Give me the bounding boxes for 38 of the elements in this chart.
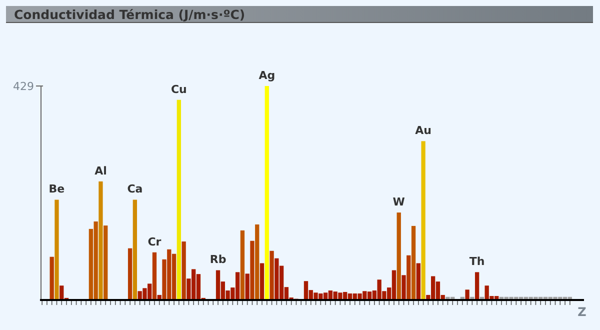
x-tick-label: Be (48, 182, 65, 196)
text: 429 (13, 80, 34, 93)
x-tick-label: Th (469, 255, 485, 268)
bar (245, 274, 250, 299)
bar (54, 200, 59, 299)
bar (104, 226, 108, 299)
x-tick-label: Al (94, 164, 107, 178)
bar (270, 250, 274, 299)
bar (474, 272, 480, 299)
bar (176, 100, 182, 299)
bar (421, 141, 426, 299)
bar (402, 275, 406, 299)
bar (396, 212, 401, 299)
x-tick-label: Ag (258, 69, 276, 82)
x-tick-label: Cu (170, 82, 187, 96)
bar (260, 263, 264, 299)
bar (406, 255, 411, 299)
bar (157, 294, 162, 299)
bar (240, 230, 245, 299)
x-tick-label: Au (415, 124, 432, 138)
bar (255, 224, 260, 299)
bar (182, 241, 186, 299)
bar (132, 200, 138, 299)
x-axis-title: Z (578, 305, 587, 319)
x-tick-label: Rb (210, 253, 226, 266)
x-tick-label: Cr (148, 235, 162, 248)
bar (465, 290, 470, 299)
bar (264, 86, 269, 299)
bar (98, 181, 103, 299)
bar (152, 252, 157, 299)
bar (128, 248, 132, 299)
bar (50, 256, 54, 299)
x-tick-label: W (392, 196, 405, 209)
bar (411, 226, 416, 299)
chart-title: Conductividad Térmica (J/m·s·ºC) (14, 7, 246, 22)
bar (250, 240, 254, 299)
bar (416, 263, 420, 299)
x-tick-label: Ca (127, 182, 143, 196)
